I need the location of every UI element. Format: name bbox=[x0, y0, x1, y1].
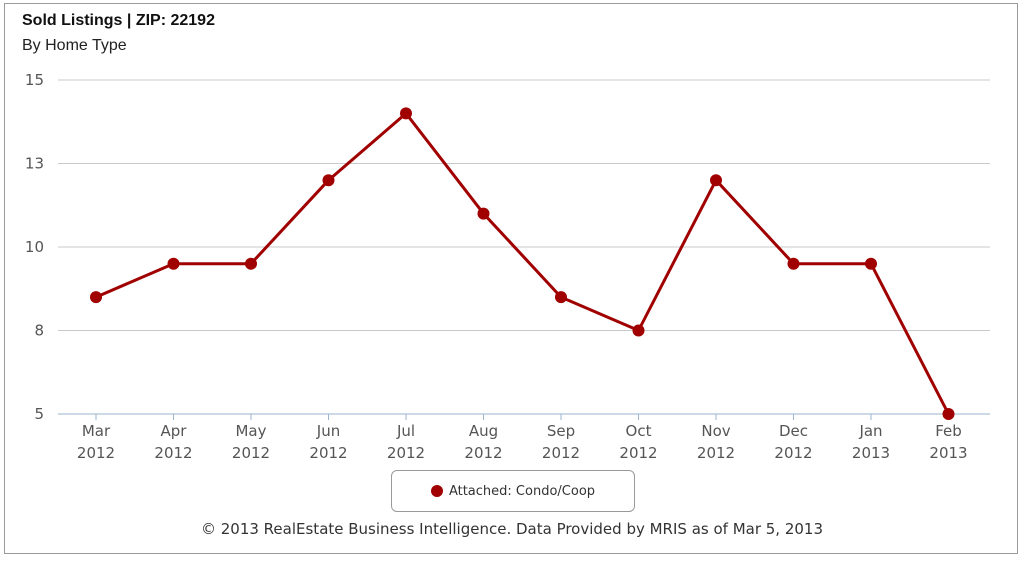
chart-title: Sold Listings | ZIP: 22192 bbox=[22, 12, 215, 29]
y-tick-label: 10 bbox=[25, 238, 44, 256]
y-tick-label: 8 bbox=[34, 322, 44, 340]
x-tick-label: Sep 2012 bbox=[542, 422, 580, 462]
legend-label: Attached: Condo/Coop bbox=[448, 483, 596, 499]
footer-credit: © 2013 RealEstate Business Intelligence.… bbox=[200, 520, 824, 538]
data-point bbox=[322, 174, 335, 187]
data-point bbox=[90, 291, 102, 304]
x-tick-label: May 2012 bbox=[232, 422, 270, 462]
legend-marker bbox=[430, 485, 443, 497]
data-point bbox=[632, 324, 645, 337]
legend[interactable]: Attached: Condo/Coop bbox=[391, 470, 635, 512]
x-tick-label: Mar 2012 bbox=[77, 422, 115, 462]
line-chart: 5 8 10 13 15 Mar 2012 Apr 2012 May 2012 Jun 2012 Jul 2… bbox=[25, 71, 990, 462]
chart-subtitle: By Home Type bbox=[22, 37, 127, 54]
x-tick-label: Aug 2012 bbox=[464, 422, 502, 462]
data-point bbox=[942, 408, 955, 420]
x-tick-label: Oct 2012 bbox=[619, 422, 657, 462]
x-tick-label: Jun 2012 bbox=[309, 422, 347, 462]
data-point bbox=[245, 257, 257, 270]
x-tick-label: Jan 2013 bbox=[852, 422, 890, 462]
data-point bbox=[555, 291, 567, 304]
data-point bbox=[865, 257, 877, 270]
data-point bbox=[710, 174, 722, 187]
y-tick-label: 5 bbox=[34, 405, 44, 423]
x-tick-label: Feb 2013 bbox=[929, 422, 967, 462]
series-line bbox=[95, 111, 950, 415]
data-point bbox=[787, 257, 800, 270]
x-tick-label: Nov 2012 bbox=[697, 422, 735, 462]
data-point bbox=[400, 107, 412, 120]
x-tick-label: Apr 2012 bbox=[154, 422, 192, 462]
y-tick-label: 15 bbox=[25, 71, 44, 89]
chart-frame bbox=[4, 3, 1018, 554]
data-point bbox=[477, 207, 490, 220]
data-point bbox=[167, 257, 180, 270]
x-tick-label: Jul 2012 bbox=[387, 422, 425, 462]
y-tick-label: 13 bbox=[25, 155, 44, 173]
x-tick-label: Dec 2012 bbox=[774, 422, 812, 462]
